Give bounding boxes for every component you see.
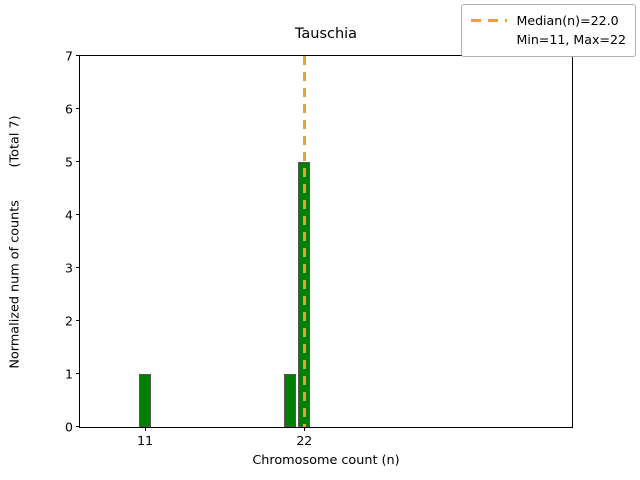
y-axis-tick bbox=[76, 213, 80, 215]
y-axis-tick-label: 6 bbox=[65, 101, 73, 117]
chart-title: Tauschia bbox=[294, 26, 358, 42]
x-axis-tick bbox=[304, 427, 306, 431]
bar bbox=[283, 374, 296, 427]
y-axis-tick-label: 4 bbox=[65, 207, 73, 223]
x-axis-tick-label: 22 bbox=[296, 433, 313, 448]
y-axis-tick bbox=[76, 425, 80, 427]
legend-item-median: Median(n)=22.0 bbox=[471, 11, 626, 30]
y-axis-label: Normalized num of counts (Total 7) bbox=[7, 114, 23, 369]
y-axis-tick-label: 5 bbox=[65, 154, 73, 170]
chart-legend: Median(n)=22.0 Min=11, Max=22 bbox=[461, 4, 636, 57]
dashed-line-icon bbox=[471, 11, 508, 30]
y-axis-tick-label: 3 bbox=[65, 260, 73, 276]
y-axis-tick bbox=[76, 319, 80, 321]
plot-inner: 0 1 2 3 4 5 6 7 11 22 bbox=[65, 49, 572, 449]
y-axis-tick-label: 1 bbox=[65, 366, 73, 382]
bar bbox=[139, 374, 152, 427]
y-axis-tick bbox=[76, 107, 80, 109]
y-axis-tick bbox=[76, 266, 80, 268]
x-axis-label: Chromosome count (n) bbox=[252, 453, 400, 468]
y-axis-tick bbox=[76, 160, 80, 162]
legend-item-minmax: Min=11, Max=22 bbox=[471, 30, 626, 49]
y-axis-tick-label: 0 bbox=[65, 419, 73, 435]
y-axis-tick-label: 2 bbox=[65, 313, 73, 329]
plot-area: 0 1 2 3 4 5 6 7 11 22 bbox=[65, 49, 573, 449]
median-line bbox=[302, 56, 306, 427]
legend-item-label: Min=11, Max=22 bbox=[516, 32, 626, 47]
y-axis-tick-label: 7 bbox=[65, 48, 73, 64]
legend-item-label: Median(n)=22.0 bbox=[516, 13, 619, 28]
y-axis-tick bbox=[76, 372, 80, 374]
y-axis-tick bbox=[76, 54, 80, 56]
y-axis-label-container: Normalized num of counts (Total 7) bbox=[0, 55, 30, 428]
x-axis-tick-label: 11 bbox=[137, 433, 154, 448]
x-axis-tick bbox=[145, 427, 147, 431]
